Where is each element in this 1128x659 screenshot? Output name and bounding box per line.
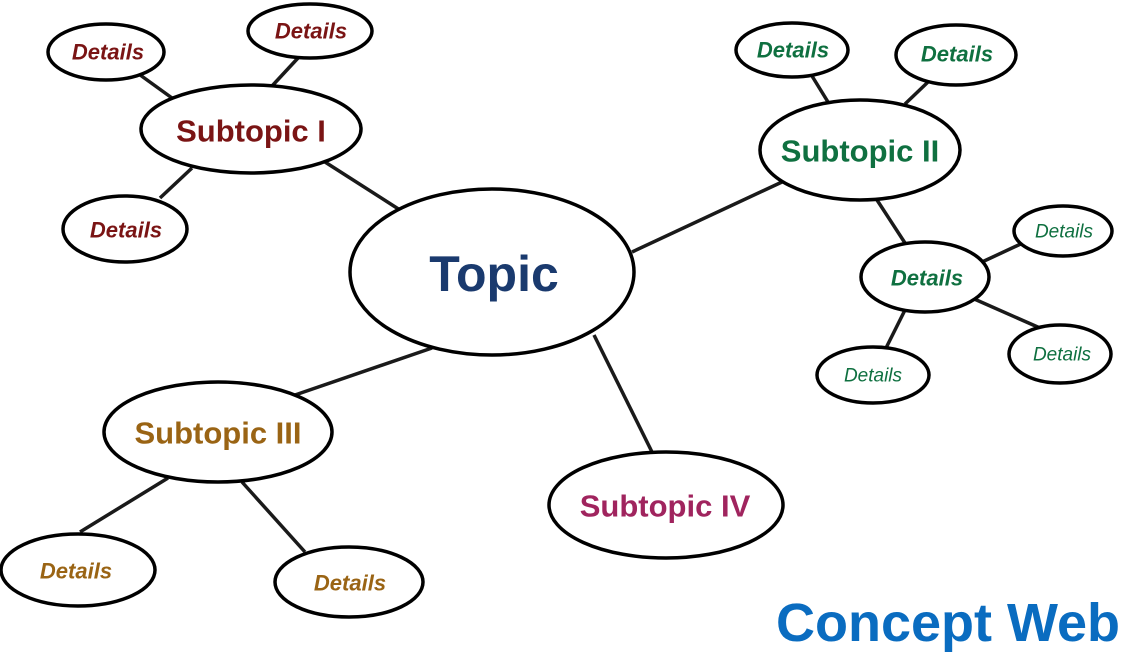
subtopic-1-node: Subtopic I: [139, 83, 363, 175]
subtopic-1-details-3-label: Details: [90, 218, 162, 243]
subtopic-1-details-2-label: Details: [275, 19, 347, 44]
details-ellipse: [1012, 204, 1114, 258]
subtopic-1-details-1-label: Details: [72, 40, 144, 65]
subtopic-1-details-3-node: Details: [61, 194, 189, 264]
subtopic-2-label: Subtopic II: [781, 134, 939, 169]
edge-subtopic-1-details-2: [270, 56, 300, 88]
subtopic-2-node: Subtopic II: [758, 98, 962, 202]
subtopic-1-ellipse: [139, 83, 363, 175]
details-ellipse: [894, 23, 1018, 87]
subtopic-2-details-6-label: Details: [844, 366, 903, 387]
subtopic-3-details-1-node: Details: [0, 532, 157, 608]
details-ellipse: [1007, 323, 1113, 385]
topic-node: Topic: [348, 187, 636, 357]
subtopic-4-node: Subtopic IV: [547, 450, 785, 560]
edge-details-3-details-6: [883, 309, 907, 351]
subtopic-1-details-2-node: Details: [246, 2, 374, 60]
topic-ellipse: [348, 187, 636, 357]
subtopic-2-details-1-node: Details: [734, 21, 850, 79]
subtopic-3-node: Subtopic III: [102, 380, 334, 484]
subtopic-2-details-6-node: Details: [815, 345, 931, 405]
subtopic-3-details-2-node: Details: [273, 545, 425, 619]
topic-label: Topic: [429, 246, 559, 302]
subtopic-2-details-5-label: Details: [1033, 345, 1092, 366]
subtopic-2-details-4-label: Details: [1035, 222, 1094, 243]
details-ellipse: [61, 194, 189, 264]
subtopic-3-details-2-label: Details: [314, 571, 386, 596]
edge-subtopic-3-details-1: [79, 476, 169, 534]
details-ellipse: [734, 21, 850, 79]
subtopic-2-details-2-node: Details: [894, 23, 1018, 87]
edge-subtopic-2-details-2: [903, 80, 930, 106]
edge-subtopic-2-details-1: [810, 75, 830, 103]
subtopic-3-label: Subtopic III: [134, 416, 301, 451]
subtopic-2-details-4-node: Details: [1012, 204, 1114, 258]
edge-subtopic-1-details-1: [134, 70, 174, 100]
details-ellipse: [859, 240, 991, 314]
subtopic-3-ellipse: [102, 380, 334, 484]
subtopic-1-label: Subtopic I: [176, 114, 326, 149]
edge-topic-subtopic-4: [592, 334, 654, 453]
edges-layer: [79, 56, 1041, 554]
details-ellipse: [46, 22, 166, 82]
edge-topic-subtopic-1: [324, 160, 401, 212]
subtopic-2-details-5-node: Details: [1007, 323, 1113, 385]
edge-subtopic-1-details-3: [158, 166, 194, 200]
subtopic-4-ellipse: [547, 450, 785, 560]
edge-details-3-details-4: [981, 240, 1026, 264]
subtopic-4-label: Subtopic IV: [580, 489, 751, 524]
edge-topic-subtopic-2: [631, 180, 783, 254]
subtopic-2-details-3-label: Details: [891, 266, 963, 291]
subtopic-2-details-3-node: Details: [859, 240, 991, 314]
edge-subtopic-3-details-2: [240, 480, 307, 554]
subtopic-2-details-1-label: Details: [757, 38, 829, 63]
details-ellipse: [815, 345, 931, 405]
subtopic-2-ellipse: [758, 98, 962, 202]
edge-details-3-details-5: [971, 296, 1041, 330]
details-ellipse: [0, 532, 157, 608]
edge-topic-subtopic-3: [294, 346, 433, 397]
details-ellipse: [273, 545, 425, 619]
concept-web-title: Concept Web: [775, 593, 1120, 653]
details-ellipse: [246, 2, 374, 60]
subtopic-2-details-2-label: Details: [921, 42, 993, 67]
subtopic-3-details-1-label: Details: [40, 559, 112, 584]
edge-subtopic-2-details-3: [875, 199, 907, 244]
subtopic-1-details-1-node: Details: [46, 22, 166, 82]
